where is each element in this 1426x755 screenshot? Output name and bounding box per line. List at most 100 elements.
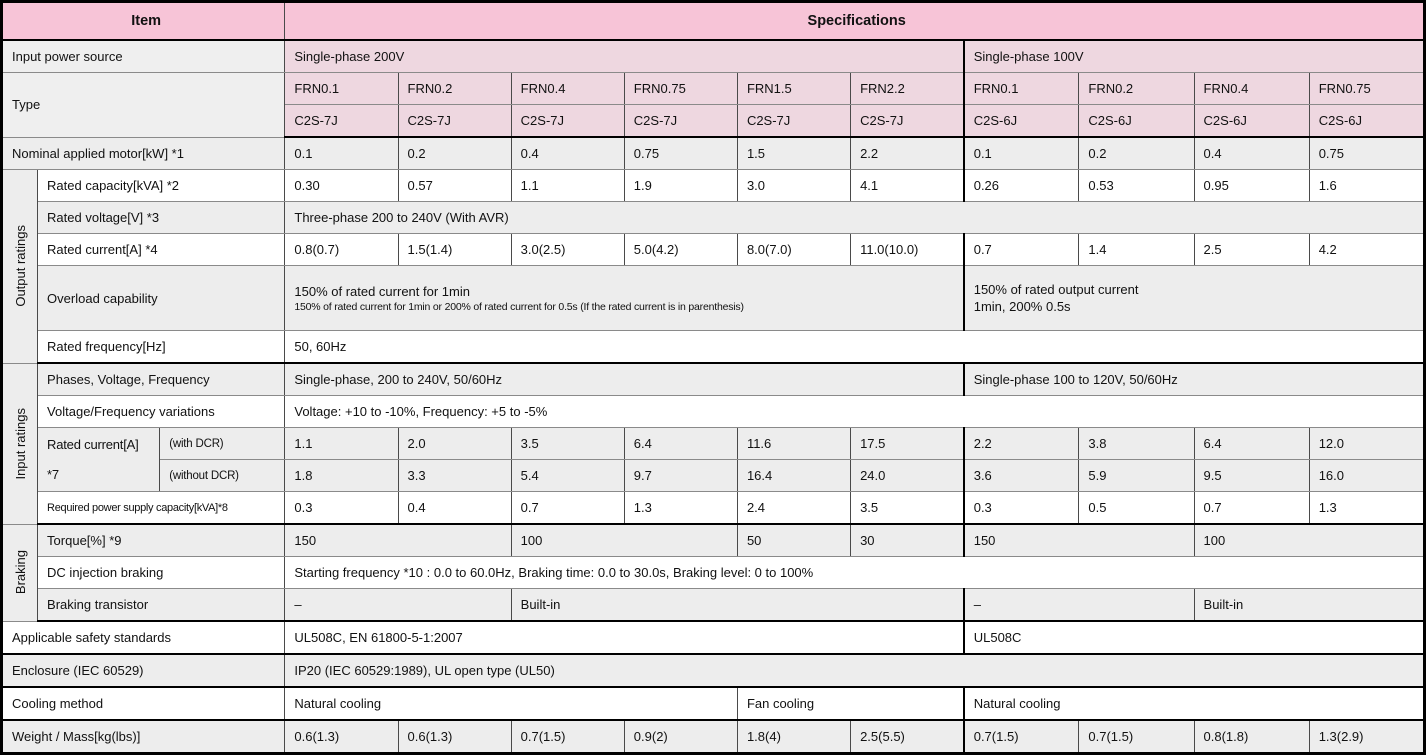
- type-suffix-cell-0: C2S-7J: [284, 104, 399, 138]
- overload-capability-cell-1-line: 150% of rated current for 1min or 200% o…: [294, 300, 744, 313]
- weight-mass-cell-6: 2.5(5.5): [850, 719, 965, 754]
- braking-torque-cell-1: Torque[%] *9: [37, 523, 286, 557]
- rated-capacity-cell-2: 0.30: [284, 169, 399, 202]
- rated-current-output-cell-0: Rated current[A] *4: [37, 233, 286, 266]
- overload-capability-cell-2-line: 150% of rated output current: [973, 282, 1139, 297]
- overload-capability-cell-0: Overload capability: [37, 265, 286, 331]
- braking-torque-cell-7: 100: [1193, 523, 1426, 557]
- input-power-source-cell-1: Single-phase 200V: [284, 39, 965, 73]
- row-braking-torque: Braking Torque[%] *9 150 100 50 30 150 100: [0, 523, 1426, 622]
- type-suffix-cell-2: C2S-7J: [510, 104, 625, 138]
- type-model-cell-9: FRN0.4: [1193, 72, 1310, 105]
- rated-current-output-cell-5: 8.0(7.0): [736, 233, 852, 266]
- phases-voltage-frequency-group-label: Input ratings: [12, 407, 28, 480]
- braking-torque-cell-4: 50: [736, 523, 852, 557]
- row-type-model: Type FRN0.1 FRN0.2 FRN0.4 FRN0.75 FRN1.5 FRN2.…: [0, 72, 1426, 138]
- row-rated-frequency: Rated frequency[Hz] 50, 60Hz: [2, 330, 1425, 364]
- braking-torque-cell-6: 150: [962, 523, 1195, 557]
- weight-mass-cell-5: 1.8(4): [736, 719, 852, 754]
- braking-transistor-cell-3: –: [962, 588, 1195, 622]
- phases-voltage-frequency-cell-0: Input ratings: [0, 362, 39, 525]
- type-suffix-cell-7: C2S-6J: [1078, 104, 1195, 138]
- rated-current-without-dcr-cell-5: 16.4: [736, 459, 852, 492]
- type-model-cell-6: FRN2.2: [850, 72, 965, 105]
- rated-capacity-cell-6: 3.0: [736, 169, 852, 202]
- type-model-cell-4: FRN0.75: [623, 72, 738, 105]
- input-power-source-cell-0: Input power source: [0, 39, 286, 73]
- rated-current-output-cell-3: 3.0(2.5): [510, 233, 625, 266]
- weight-mass-cell-10: 1.3(2.9): [1308, 719, 1426, 754]
- rated-current-output-cell-8: 1.4: [1078, 233, 1195, 266]
- rated-capacity-cell-11: 1.6: [1308, 169, 1426, 202]
- rated-current-with-dcr-cell-9: 3.8: [1078, 427, 1195, 460]
- nominal-motor-cell-5: 1.5: [736, 136, 852, 170]
- row-rated-current-without-dcr: (without DCR) 1.8 3.3 5.4 9.7 16.4 24.0 3.6 5.9 9…: [2, 459, 1426, 492]
- rated-current-output-cell-6: 11.0(10.0): [850, 233, 965, 266]
- type-model-cell-3: FRN0.4: [510, 72, 625, 105]
- rated-current-without-dcr-cell-2: 3.3: [397, 459, 512, 492]
- rated-current-with-dcr-cell-0-line: Rated current[A]: [47, 437, 139, 452]
- row-rated-current-output: Rated current[A] *4 0.8(0.7) 1.5(1.4) 3.0(2…: [2, 233, 1426, 266]
- nominal-motor-cell-3: 0.4: [510, 136, 625, 170]
- type-model-cell-5: FRN1.5: [736, 72, 852, 105]
- rated-current-without-dcr-cell-8: 5.9: [1078, 459, 1195, 492]
- input-power-source-cell-2: Single-phase 100V: [962, 39, 1425, 73]
- rated-frequency-cell-1: 50, 60Hz: [284, 330, 1425, 364]
- dc-injection-braking-cell-0: DC injection braking: [37, 556, 286, 589]
- rated-current-output-cell-1: 0.8(0.7): [284, 233, 399, 266]
- row-voltage-frequency-variations: Voltage/Frequency variations Voltage: +10…: [2, 395, 1425, 428]
- rated-capacity-cell-3: 0.57: [397, 169, 512, 202]
- rated-capacity-cell-0: Output ratings: [0, 169, 39, 364]
- type-suffix-cell-6: C2S-6J: [962, 104, 1080, 138]
- dc-injection-braking-cell-1: Starting frequency *10 : 0.0 to 60.0Hz, …: [284, 556, 1425, 589]
- required-power-supply-cell-9: 0.7: [1193, 491, 1310, 525]
- overload-capability-cell-2-line: 1min, 200% 0.5s: [973, 299, 1071, 314]
- required-power-supply-cell-8: 0.5: [1078, 491, 1195, 525]
- rated-current-without-dcr-cell-6: 24.0: [850, 459, 965, 492]
- weight-mass-cell-8: 0.7(1.5): [1078, 719, 1195, 754]
- row-input-power-source: Input power source Single-phase 200V Singl…: [0, 39, 1425, 73]
- row-header: Item Specifications: [0, 1, 1425, 41]
- rated-capacity-cell-1: Rated capacity[kVA] *2: [37, 169, 286, 202]
- cooling-method-cell-0: Cooling method: [0, 686, 286, 721]
- rated-capacity-cell-8: 0.26: [962, 169, 1080, 202]
- rated-current-without-dcr-cell-10: 16.0: [1308, 459, 1426, 492]
- required-power-supply-cell-3: 0.7: [510, 491, 625, 525]
- type-suffix-cell-9: C2S-6J: [1308, 104, 1426, 138]
- rated-current-output-cell-9: 2.5: [1193, 233, 1310, 266]
- braking-torque-cell-3: 100: [510, 523, 738, 557]
- required-power-supply-cell-6: 3.5: [850, 491, 965, 525]
- row-overload-capability: Overload capability 150% of rated current…: [2, 265, 1425, 331]
- phases-voltage-frequency-cell-1: Phases, Voltage, Frequency: [37, 362, 286, 396]
- required-power-supply-cell-10: 1.3: [1308, 491, 1426, 525]
- row-nominal-motor: Nominal applied motor[kW] *1 0.1 0.2 0.4 0.7…: [0, 136, 1426, 170]
- type-model-cell-0: Type: [0, 72, 286, 138]
- braking-transistor-cell-4: Built-in: [1193, 588, 1426, 622]
- type-suffix-cell-3: C2S-7J: [623, 104, 738, 138]
- rated-capacity-group-label: Output ratings: [12, 225, 28, 308]
- row-type-suffix: C2S-7J C2S-7J C2S-7J C2S-7J C2S-7J C2S-7J C2S-…: [2, 104, 1426, 138]
- enclosure-cell-1: IP20 (IEC 60529:1989), UL open type (UL5…: [284, 653, 1425, 688]
- required-power-supply-cell-7: 0.3: [962, 491, 1080, 525]
- nominal-motor-cell-4: 0.75: [623, 136, 738, 170]
- weight-mass-cell-7: 0.7(1.5): [962, 719, 1080, 754]
- voltage-frequency-variations-cell-0: Voltage/Frequency variations: [37, 395, 286, 428]
- rated-current-output-cell-10: 4.2: [1308, 233, 1426, 266]
- row-dc-injection-braking: DC injection braking Starting frequency *…: [2, 556, 1425, 589]
- rated-current-without-dcr-cell-7: 3.6: [962, 459, 1080, 492]
- rated-capacity-cell-4: 1.1: [510, 169, 625, 202]
- braking-transistor-cell-2: Built-in: [510, 588, 965, 622]
- nominal-motor-cell-9: 0.4: [1193, 136, 1310, 170]
- row-weight-mass: Weight / Mass[kg(lbs)] 0.6(1.3) 0.6(1.3) 0.…: [0, 719, 1426, 754]
- voltage-frequency-variations-cell-1: Voltage: +10 to -10%, Frequency: +5 to -…: [284, 395, 1425, 428]
- nominal-motor-cell-1: 0.1: [284, 136, 399, 170]
- rated-current-without-dcr-cell-0: (without DCR): [159, 459, 286, 492]
- safety-standards-cell-2: UL508C: [962, 620, 1425, 655]
- overload-capability-cell-2: 150% of rated output current 1min, 200% 0…: [962, 265, 1425, 331]
- required-power-supply-cell-4: 1.3: [623, 491, 738, 525]
- rated-current-with-dcr-cell-2: 1.1: [284, 427, 399, 460]
- braking-transistor-cell-0: Braking transistor: [37, 588, 286, 622]
- required-power-supply-cell-1: 0.3: [284, 491, 399, 525]
- type-model-cell-1: FRN0.1: [284, 72, 399, 105]
